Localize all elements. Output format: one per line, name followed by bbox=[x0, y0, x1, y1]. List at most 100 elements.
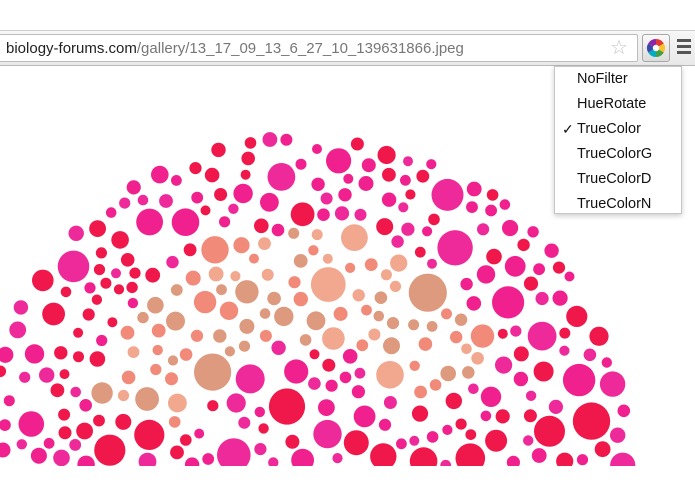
plate-dot bbox=[383, 396, 397, 409]
plate-dot bbox=[151, 323, 166, 338]
plate-dot bbox=[409, 435, 420, 446]
plate-dot bbox=[492, 286, 525, 319]
plate-dot bbox=[168, 416, 181, 428]
plate-dot bbox=[59, 369, 70, 380]
url-text[interactable]: biology-forums.com/gallery/13_17_09_13_6… bbox=[6, 40, 464, 57]
plate-dot bbox=[299, 334, 312, 346]
plate-dot bbox=[76, 422, 93, 440]
plate-dot bbox=[111, 268, 121, 279]
menu-item-truecolorg[interactable]: TrueColorG bbox=[577, 146, 653, 162]
plate-dot bbox=[381, 192, 397, 207]
plate-dot bbox=[318, 399, 335, 416]
menu-item-huerotate[interactable]: HueRotate bbox=[577, 96, 647, 112]
plate-dot bbox=[185, 270, 201, 286]
plate-dot bbox=[0, 365, 7, 378]
plate-dot bbox=[261, 268, 274, 281]
plate-dot bbox=[533, 263, 545, 276]
menu-item-truecolor[interactable]: ✓ TrueColor bbox=[562, 121, 641, 137]
plate-dot bbox=[445, 392, 462, 410]
plate-dot bbox=[462, 366, 475, 379]
color-wheel-icon bbox=[646, 39, 666, 58]
plate-dot bbox=[343, 173, 354, 184]
plate-dot bbox=[513, 371, 529, 387]
plate-dot bbox=[73, 351, 84, 363]
plate-dot bbox=[466, 181, 482, 197]
address-bar[interactable]: biology-forums.com/gallery/13_17_09_13_6… bbox=[0, 34, 638, 62]
plate-dot bbox=[291, 448, 314, 466]
plate-dot bbox=[477, 223, 490, 236]
plate-dot bbox=[170, 284, 183, 296]
plate-dot bbox=[338, 188, 352, 202]
plate-dot bbox=[268, 457, 279, 466]
plate-dot bbox=[259, 329, 272, 342]
plate-dot bbox=[310, 267, 346, 302]
plate-dot bbox=[414, 246, 426, 258]
plate-dot bbox=[137, 311, 149, 324]
plate-dot bbox=[480, 386, 502, 407]
plate-dot bbox=[126, 180, 141, 195]
plate-dot bbox=[290, 202, 315, 227]
plate-dot bbox=[238, 340, 251, 352]
plate-dot bbox=[219, 301, 239, 320]
plate-dot bbox=[249, 253, 259, 264]
menu-item-nofilter[interactable]: NoFilter bbox=[577, 71, 628, 87]
plate-dot bbox=[271, 223, 285, 237]
plate-dot bbox=[400, 174, 411, 186]
plate-dot bbox=[440, 459, 452, 466]
color-filter-extension-button[interactable] bbox=[642, 34, 670, 62]
plate-dot bbox=[180, 434, 192, 446]
plate-dot bbox=[422, 226, 433, 237]
plate-dot bbox=[267, 291, 281, 306]
plate-dot bbox=[235, 280, 259, 304]
star-icon[interactable]: ☆ bbox=[610, 37, 628, 59]
plate-dot bbox=[0, 442, 11, 458]
plate-dot bbox=[398, 202, 409, 213]
page-bottom-margin bbox=[0, 466, 695, 494]
plate-dot bbox=[513, 346, 529, 362]
plate-dot bbox=[313, 419, 342, 449]
plate-dot bbox=[380, 269, 392, 281]
plate-dot bbox=[194, 428, 205, 439]
plate-dot bbox=[216, 284, 227, 296]
plate-dot bbox=[339, 371, 352, 384]
menu-item-truecolord[interactable]: TrueColorD bbox=[577, 171, 652, 187]
plate-dot bbox=[260, 192, 279, 212]
plate-dot bbox=[57, 250, 90, 283]
plate-dot bbox=[211, 142, 226, 158]
hamburger-menu-icon[interactable] bbox=[677, 39, 695, 59]
plate-dot bbox=[68, 225, 84, 241]
plate-dot bbox=[361, 158, 376, 173]
plate-dot bbox=[70, 386, 81, 398]
plate-dot bbox=[54, 346, 68, 360]
plate-dot bbox=[351, 385, 365, 399]
plate-dot bbox=[170, 445, 184, 460]
plate-dot bbox=[228, 203, 239, 214]
plate-dot bbox=[213, 329, 227, 343]
check-icon: ✓ bbox=[562, 121, 574, 137]
window-top-strip bbox=[0, 0, 695, 30]
plate-dot bbox=[39, 367, 55, 383]
plate-dot bbox=[77, 455, 95, 466]
plate-dot bbox=[485, 204, 497, 217]
plate-dot bbox=[418, 337, 433, 351]
plate-dot bbox=[147, 296, 164, 314]
plate-dot bbox=[89, 220, 106, 238]
plate-dot bbox=[552, 261, 566, 274]
plate-dot bbox=[285, 434, 300, 449]
plate-dot bbox=[207, 400, 219, 412]
plate-dot bbox=[601, 357, 612, 368]
plate-dot bbox=[19, 371, 31, 383]
plate-dot bbox=[100, 277, 112, 289]
plate-dot bbox=[16, 439, 27, 450]
menu-item-truecolorn[interactable]: TrueColorN bbox=[577, 196, 652, 212]
plate-dot bbox=[94, 434, 126, 466]
plate-dot bbox=[150, 363, 162, 376]
plate-dot bbox=[326, 148, 352, 174]
plate-dot bbox=[284, 359, 309, 384]
plate-dot bbox=[115, 413, 132, 430]
plate-dot bbox=[93, 264, 106, 276]
plate-dot bbox=[378, 418, 392, 431]
plate-dot bbox=[354, 367, 366, 379]
plate-dot bbox=[42, 302, 65, 326]
plate-dot bbox=[262, 132, 278, 147]
